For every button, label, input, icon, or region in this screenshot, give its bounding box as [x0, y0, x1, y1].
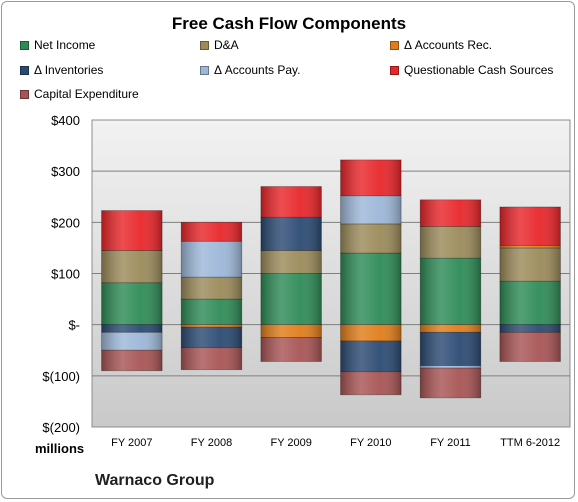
- bar-segment-shading: [340, 324, 402, 342]
- bar-segment-shading: [499, 324, 561, 333]
- bar-segment-shading: [420, 324, 481, 333]
- legend-item: D&A: [200, 37, 239, 53]
- legend-item: Questionable Cash Sources: [390, 62, 553, 78]
- bar-segment-shading: [101, 250, 163, 283]
- bar-segment-shading: [260, 250, 322, 274]
- bar-segment-shading: [101, 324, 163, 333]
- legend-label: Δ Inventories: [34, 63, 104, 77]
- x-tick-label: FY 2008: [191, 437, 232, 449]
- bar-segment-shading: [499, 245, 561, 248]
- bar-segment-shading: [420, 226, 481, 259]
- legend-item: Δ Inventories: [20, 62, 103, 78]
- bar-segment-shading: [181, 277, 242, 300]
- legend-item: Δ Accounts Rec.: [390, 37, 492, 53]
- legend-item: Δ Accounts Pay.: [200, 62, 301, 78]
- legend-label: D&A: [214, 38, 239, 52]
- bar-segment-shading: [499, 281, 561, 325]
- bar-segment-shading: [420, 365, 481, 369]
- bar-segment-shading: [260, 217, 322, 251]
- x-tick-label: TTM 6-2012: [500, 437, 560, 449]
- chart-title: Free Cash Flow Components: [171, 14, 407, 33]
- bar-segment-shading: [260, 337, 322, 362]
- legend-label: Questionable Cash Sources: [404, 63, 554, 77]
- units-label: millions: [35, 441, 85, 456]
- bar-segment-shading: [420, 332, 481, 366]
- legend-item: Net Income: [20, 37, 95, 53]
- legend-swatch: [20, 65, 29, 75]
- company-name: Warnaco Group: [95, 472, 215, 489]
- bar-segment-shading: [340, 223, 402, 254]
- bar-segment-shading: [340, 195, 402, 224]
- bar-segment-shading: [340, 159, 402, 196]
- legend-swatch: [200, 65, 209, 75]
- legend-swatch: [20, 89, 29, 99]
- y-tick-label: $200: [51, 215, 80, 230]
- bar-segment-shading: [340, 371, 402, 395]
- bar-segment-shading: [420, 199, 481, 227]
- bar-segment-shading: [181, 241, 242, 278]
- legend-swatch: [390, 40, 399, 50]
- y-tick-label: $-: [68, 318, 80, 333]
- y-tick-label: $(100): [42, 369, 80, 384]
- x-tick-label: FY 2010: [350, 437, 391, 449]
- legend-label: Net Income: [34, 38, 96, 52]
- bar-segment-shading: [181, 327, 242, 348]
- bar-segment-shading: [499, 206, 561, 246]
- x-tick-label: FY 2009: [270, 437, 311, 449]
- y-tick-label: $100: [51, 267, 80, 282]
- legend-label: Capital Expenditure: [34, 87, 139, 101]
- bar-segment-shading: [499, 332, 561, 362]
- legend-swatch: [20, 40, 29, 50]
- legend-swatch: [200, 40, 209, 50]
- bar-segment-shading: [181, 222, 242, 242]
- bar-segment-shading: [181, 347, 242, 370]
- bar-segment-shading: [181, 299, 242, 325]
- bar-segment-shading: [260, 324, 322, 338]
- legend-item: Capital Expenditure: [20, 86, 139, 102]
- bar-segment-shading: [101, 350, 163, 371]
- bar-segment-shading: [260, 186, 322, 218]
- y-tick-label: $300: [51, 164, 80, 179]
- bar-segment-shading: [181, 324, 242, 328]
- legend-swatch: [390, 65, 399, 75]
- legend-label: Δ Accounts Rec.: [404, 38, 493, 52]
- bar-segment-shading: [420, 368, 481, 398]
- bar-segment-shading: [499, 247, 561, 282]
- bar-segment-shading: [420, 258, 481, 325]
- x-tick-label: FY 2011: [430, 437, 471, 449]
- bar-segment-shading: [101, 210, 163, 251]
- bar-segment-shading: [340, 253, 402, 325]
- x-tick-label: FY 2007: [111, 437, 152, 449]
- y-tick-label: $(200): [42, 420, 80, 435]
- legend-label: Δ Accounts Pay.: [214, 63, 301, 77]
- bar-segment-shading: [101, 332, 163, 351]
- y-tick-label: $400: [51, 113, 80, 128]
- bar-segment-shading: [260, 273, 322, 325]
- bar-segment-shading: [340, 341, 402, 372]
- bar-segment-shading: [101, 282, 163, 325]
